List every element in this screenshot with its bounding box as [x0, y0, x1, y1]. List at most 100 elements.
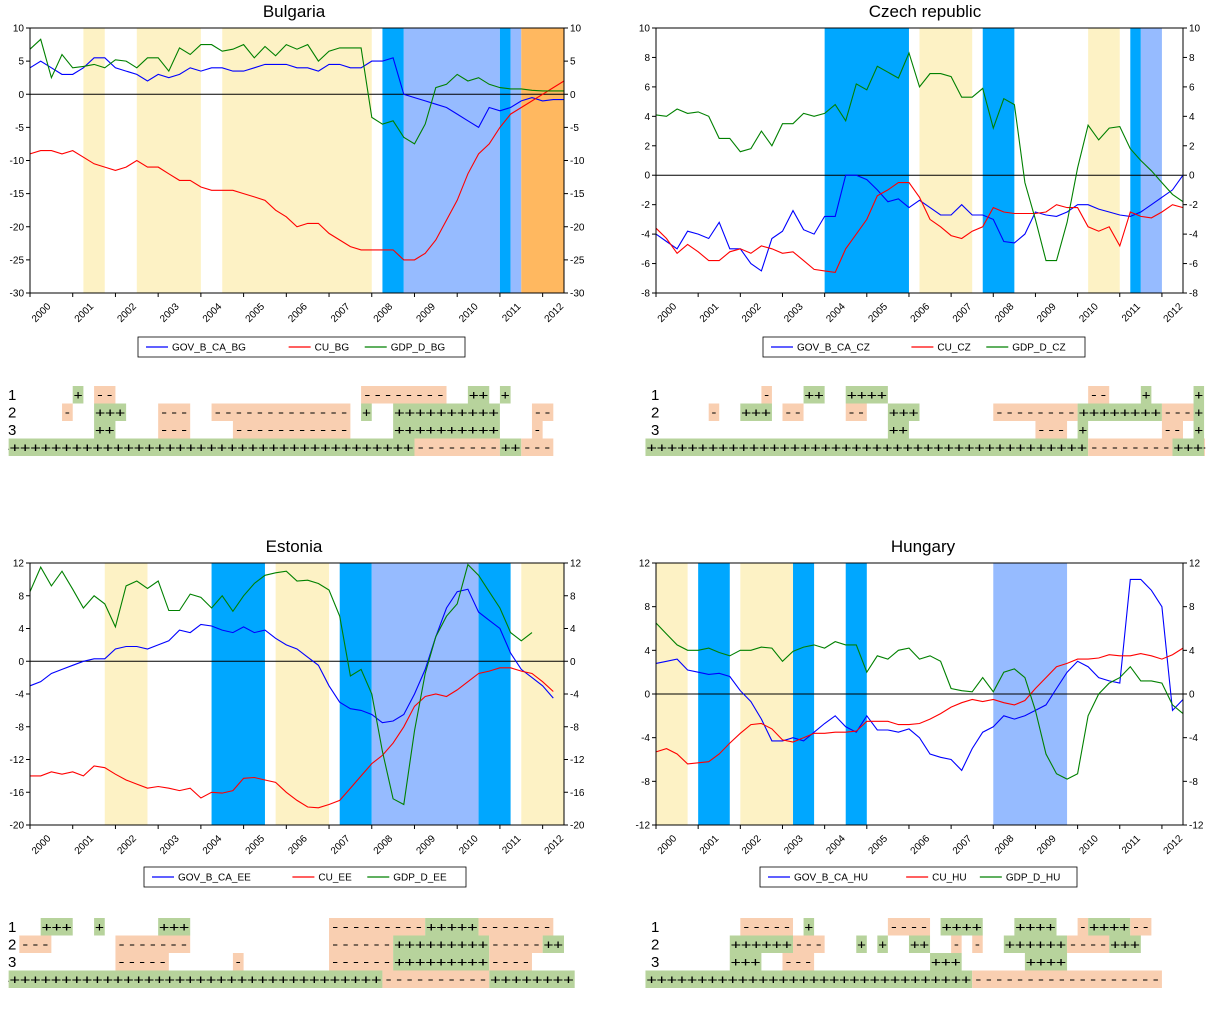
- negative-cell: [62, 403, 73, 421]
- y-tick-label-right: 8: [1189, 602, 1195, 613]
- series-line-cu_cz: [655, 182, 1184, 274]
- x-tick-label: 2001: [698, 833, 722, 857]
- series-line-gov_b_ca_ee: [29, 588, 554, 724]
- indicator-table: 1 + -- -------- ++ +2- +++ --- ------------- + +++…: [8, 386, 554, 457]
- plus-signs: +++: [42, 920, 72, 934]
- shading-band: [499, 28, 511, 293]
- plus-signs: +: [501, 388, 510, 402]
- shading-band: [222, 28, 372, 293]
- x-tick-label: 2006: [286, 833, 310, 857]
- negative-cell: [531, 421, 543, 439]
- positive-cell: [645, 438, 1089, 456]
- minus-signs: -: [952, 938, 961, 952]
- indicator-table: 1 ----- + ---- ++++ ++++ - ++++ --2 ++++++ --- + + ++…: [645, 918, 1162, 989]
- minus-signs: -: [63, 406, 72, 420]
- y-tick-label-right: -6: [1189, 259, 1198, 270]
- minus-signs: ----: [1068, 938, 1108, 952]
- plot-frame: [655, 27, 1184, 294]
- indicator-table: 1 +++ + +++ --------- +++++ -------2 --- -------…: [8, 918, 575, 989]
- y-tick-label-right: 4: [570, 624, 576, 635]
- plus-signs: ++++++++++: [394, 406, 499, 420]
- y-tick-label-left: 6: [644, 82, 650, 93]
- x-tick-label: 2000: [656, 833, 680, 857]
- y-tick-label-left: 4: [18, 624, 24, 635]
- x-tick-label: 2002: [115, 301, 139, 325]
- plus-signs: +: [1195, 406, 1204, 420]
- negative-cell: [782, 403, 804, 421]
- plus-signs: +++: [931, 955, 961, 969]
- plus-signs: ++++++: [1005, 938, 1066, 952]
- positive-cell: [1172, 438, 1205, 456]
- chart-title: Czech republic: [869, 2, 982, 21]
- minus-signs: ---: [159, 406, 189, 420]
- x-tick-label: 2012: [543, 833, 567, 857]
- positive-cell: [158, 918, 191, 936]
- x-tick-label: 2008: [372, 301, 396, 325]
- indicator-table: 1- ++ ++++ -- + +2- +++ -- -- +++ -------- ++++++++…: [645, 386, 1207, 457]
- series-line-gdp_d_bg: [29, 38, 564, 145]
- shading-band: [510, 28, 522, 293]
- minus-signs: --------: [994, 406, 1076, 420]
- row-label: 1: [8, 387, 16, 404]
- x-tick-label: 2010: [1077, 833, 1101, 857]
- negative-cell: [94, 386, 116, 404]
- plus-signs: +: [805, 920, 814, 934]
- x-tick-label: 2007: [329, 301, 353, 325]
- negative-cell: [489, 935, 543, 953]
- positive-cell: [1088, 918, 1131, 936]
- plus-signs: +++++++++++++++++++++++++++++++++++++++: [10, 441, 414, 455]
- x-tick-label: 2010: [457, 301, 481, 325]
- shading-band: [521, 28, 564, 293]
- y-tick-label-left: -16: [10, 788, 25, 799]
- minus-signs: ---: [522, 441, 552, 455]
- plus-signs: +++++++++: [394, 955, 488, 969]
- negative-cell: [158, 403, 191, 421]
- negative-cell: [845, 403, 867, 421]
- legend: GOV_B_CA_CZ CU_CZ GDP_D_CZ: [762, 336, 1086, 358]
- y-tick-label-left: -8: [641, 289, 650, 300]
- positive-cell: [8, 970, 383, 988]
- negative-cell: [329, 935, 394, 953]
- negative-cell: [329, 918, 426, 936]
- series-line-cu_ee: [30, 667, 554, 809]
- x-tick-label: 2003: [782, 833, 806, 857]
- shading-band: [478, 563, 511, 825]
- x-tick-label: 2007: [951, 833, 975, 857]
- y-tick-label-right: -12: [1189, 821, 1204, 832]
- minus-signs: --: [783, 406, 802, 420]
- plus-signs: ++: [469, 388, 488, 402]
- x-tick-label: 2005: [244, 833, 268, 857]
- positive-cell: [803, 918, 815, 936]
- minus-signs: ----: [889, 920, 929, 934]
- positive-cell: [8, 438, 415, 456]
- y-tick-label-left: 0: [644, 171, 650, 182]
- x-tick-label: 2005: [244, 301, 268, 325]
- minus-signs: --: [95, 388, 114, 402]
- y-tick-label-right: -4: [570, 690, 579, 701]
- chart-title: Bulgaria: [263, 2, 326, 21]
- y-tick-label-right: -10: [570, 156, 585, 167]
- shading-band: [371, 563, 479, 825]
- negative-cell: [993, 403, 1078, 421]
- plus-signs: ++++++++++++++++++++++++++++++++++++++++…: [646, 441, 1087, 455]
- positive-cell: [1193, 386, 1205, 404]
- shading-band: [521, 563, 564, 825]
- negative-cell: [740, 918, 794, 936]
- positive-cell: [1109, 935, 1141, 953]
- x-tick-label: 2009: [1035, 833, 1059, 857]
- y-tick-label-left: 2: [644, 141, 650, 152]
- minus-signs: --: [1163, 423, 1182, 437]
- minus-signs: -------------: [213, 406, 350, 420]
- y-tick-label-right: 4: [1189, 112, 1195, 123]
- series-line-gov_b_ca_bg: [29, 57, 564, 129]
- plus-signs: ++++: [1015, 920, 1055, 934]
- shading-band: [1140, 28, 1162, 293]
- plus-signs: ++++: [1026, 955, 1066, 969]
- positive-cell: [361, 403, 372, 421]
- positive-cell: [40, 918, 73, 936]
- plus-signs: ++++: [1089, 920, 1129, 934]
- negative-cell: [1130, 918, 1152, 936]
- y-tick-label-right: 12: [570, 559, 582, 570]
